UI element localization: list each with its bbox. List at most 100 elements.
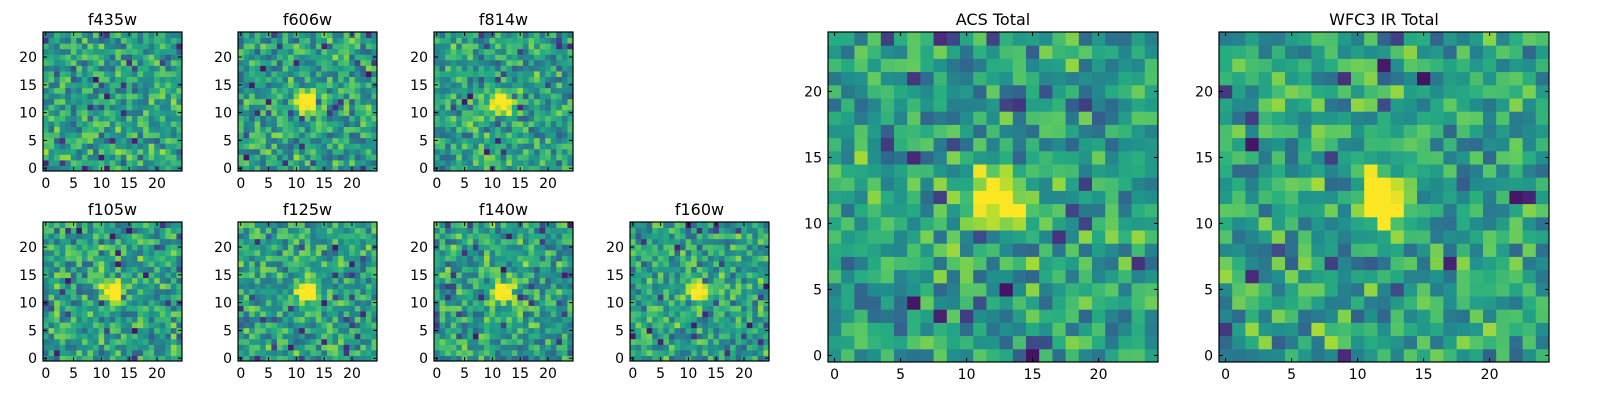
heatmap-cell <box>109 37 116 44</box>
heatmap-cell <box>506 266 513 273</box>
heatmap-cell <box>1105 348 1119 363</box>
heatmap-cell <box>299 255 306 262</box>
heatmap-cell <box>299 233 306 240</box>
heatmap-cell <box>299 43 306 50</box>
heatmap-cell <box>43 316 50 323</box>
heatmap-cell <box>450 137 457 144</box>
heatmap-cell <box>137 322 144 329</box>
heatmap-cell <box>65 344 72 351</box>
heatmap-cell <box>70 143 77 150</box>
heatmap-cell <box>506 327 513 334</box>
heatmap-cell <box>304 260 311 267</box>
heatmap-cell <box>288 238 295 245</box>
heatmap-cell <box>1065 203 1080 218</box>
heatmap-cell <box>315 82 322 89</box>
heatmap-cell <box>439 37 446 44</box>
heatmap-cell <box>500 37 507 44</box>
heatmap-cell <box>946 216 961 231</box>
heatmap-cell <box>484 260 491 267</box>
heatmap-cell <box>299 327 306 334</box>
heatmap-cell <box>326 327 334 334</box>
heatmap-cell <box>674 355 681 362</box>
heatmap-cell <box>304 310 311 318</box>
heatmap-cell <box>332 305 339 312</box>
heatmap-cell <box>87 233 94 240</box>
heatmap-cell <box>249 154 256 161</box>
heatmap-cell <box>338 154 345 161</box>
heatmap-cell <box>59 109 66 116</box>
heatmap-cell <box>126 244 133 251</box>
heatmap-cell <box>176 305 183 312</box>
heatmap-cell <box>657 305 664 312</box>
heatmap-cell <box>143 316 150 323</box>
heatmap-cell <box>338 244 345 251</box>
heatmap-cell <box>260 148 267 155</box>
heatmap-cell <box>478 43 485 50</box>
heatmap-cell <box>472 333 479 340</box>
heatmap-cell <box>165 120 172 128</box>
heatmap-cell <box>48 120 55 128</box>
heatmap-cell <box>260 260 267 267</box>
heatmap-cell <box>920 348 935 363</box>
heatmap-cell <box>1118 256 1133 271</box>
heatmap-cell <box>534 54 541 61</box>
heatmap-cell <box>338 159 345 166</box>
heatmap-cell <box>59 104 66 111</box>
heatmap-cell <box>176 338 183 345</box>
heatmap-cell <box>238 93 245 100</box>
heatmap-cell <box>321 120 328 128</box>
heatmap-cell <box>304 109 311 116</box>
heatmap-cell <box>104 327 111 334</box>
heatmap-cell <box>495 344 502 351</box>
heatmap-cell <box>120 120 127 128</box>
heatmap-cell <box>315 288 322 295</box>
heatmap-cell <box>478 104 485 111</box>
heatmap-cell <box>338 238 345 245</box>
heatmap-cell <box>104 283 111 290</box>
heatmap-cell <box>315 98 322 105</box>
heatmap-cell <box>663 349 670 356</box>
heatmap-cell <box>288 344 295 351</box>
heatmap-cell <box>332 299 339 306</box>
heatmap-cell <box>170 132 177 139</box>
heatmap-cell <box>371 70 378 77</box>
heatmap-cell <box>360 70 367 77</box>
heatmap-cell <box>354 266 361 273</box>
heatmap-cell <box>528 59 535 66</box>
heatmap-cell <box>696 227 703 234</box>
heatmap-cell <box>960 269 974 284</box>
heatmap-cell <box>365 32 372 39</box>
heatmap-cell <box>365 255 372 262</box>
heatmap-cell <box>54 137 61 144</box>
heatmap-cell <box>126 266 133 273</box>
heatmap-cell <box>663 260 670 267</box>
heatmap-cell <box>115 272 122 279</box>
panel-title: f105w <box>88 200 137 219</box>
heatmap-cell <box>567 76 574 83</box>
heatmap-cell <box>360 333 367 340</box>
heatmap-cell <box>1118 243 1133 257</box>
heatmap-cell <box>506 115 513 122</box>
heatmap-cell <box>349 344 356 351</box>
heatmap-cell <box>371 159 378 166</box>
heatmap-cell <box>238 120 245 128</box>
heatmap-cell <box>81 238 88 245</box>
heatmap-cell <box>265 109 272 116</box>
heatmap-cell <box>276 159 283 166</box>
heatmap-cell <box>326 120 334 128</box>
heatmap-cell <box>349 227 356 234</box>
heatmap-cell <box>265 322 272 329</box>
heatmap-cell <box>550 104 557 111</box>
heatmap-cell <box>365 305 372 312</box>
heatmap-cell <box>630 238 637 245</box>
heatmap-cell <box>567 277 574 284</box>
heatmap-cell <box>467 349 474 356</box>
heatmap-cell <box>354 43 361 50</box>
heatmap-cell <box>260 87 267 94</box>
heatmap-cell <box>148 32 155 39</box>
heatmap-cell <box>506 255 513 262</box>
heatmap-cell <box>696 260 703 267</box>
heatmap-cell <box>1039 335 1053 350</box>
heatmap-cell <box>120 93 127 100</box>
